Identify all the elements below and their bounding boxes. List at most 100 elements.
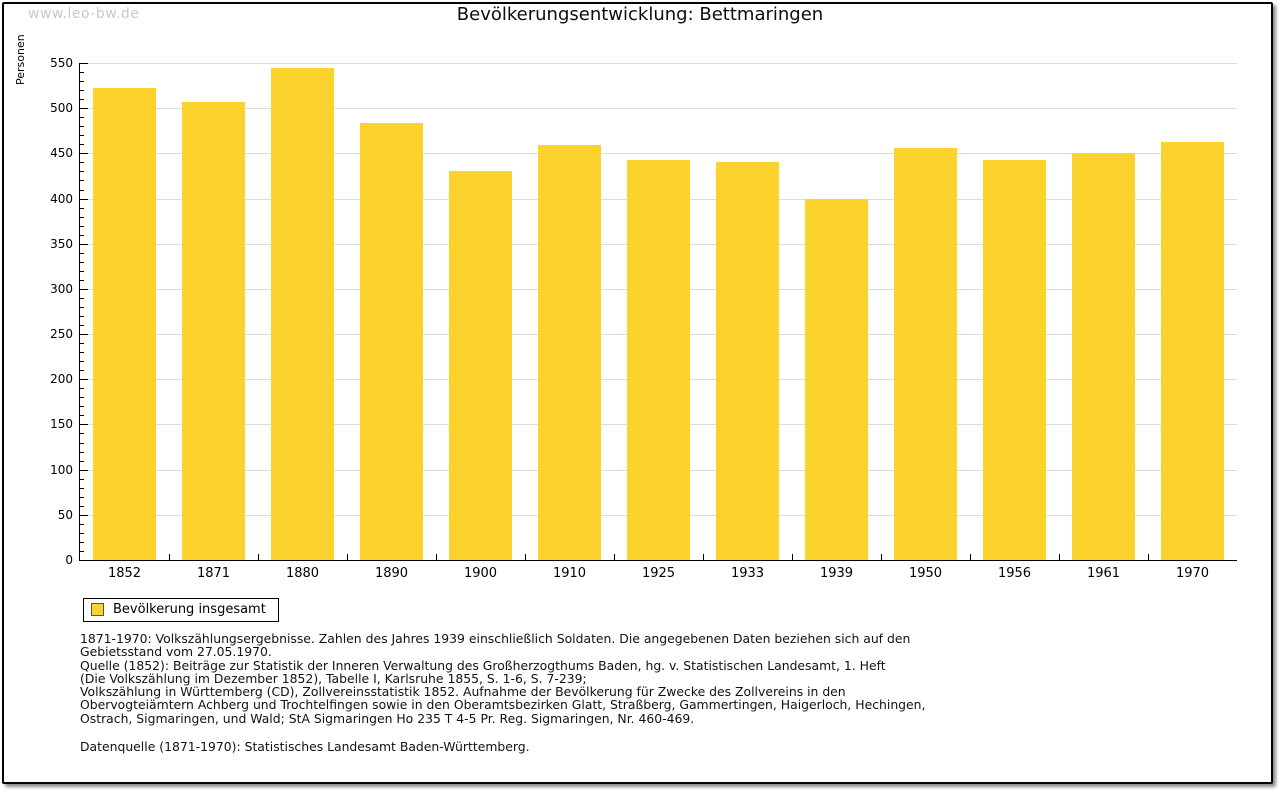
chart-title: Bevölkerungsentwicklung: Bettmaringen: [456, 4, 824, 25]
legend: Bevölkerung insgesamt: [83, 598, 279, 622]
x-tick-label: 1910: [552, 566, 587, 581]
y-minor-tick: [80, 270, 84, 272]
x-tick-label: 1939: [819, 566, 854, 581]
y-minor-tick: [80, 505, 84, 507]
y-minor-tick: [80, 72, 84, 74]
y-minor-tick: [80, 234, 84, 236]
x-tick-label: 1956: [997, 566, 1032, 581]
bar: [360, 122, 423, 560]
y-minor-tick: [80, 207, 84, 209]
x-tick-label: 1950: [908, 566, 943, 581]
y-tick-label: 250: [50, 327, 73, 342]
bar: [983, 159, 1046, 560]
y-minor-tick: [80, 532, 84, 534]
x-boundary-tick: [614, 554, 615, 560]
x-tick-label: 1900: [463, 566, 498, 581]
y-major-tick: [80, 560, 88, 561]
x-tick-label: 1890: [374, 566, 409, 581]
x-tick-label: 1880: [285, 566, 320, 581]
y-minor-tick: [80, 306, 84, 308]
x-boundary-tick: [258, 554, 259, 560]
x-boundary-tick: [1059, 554, 1060, 560]
x-boundary-tick: [169, 554, 170, 560]
bar: [271, 67, 334, 560]
y-major-tick: [80, 514, 88, 516]
bar: [716, 161, 779, 560]
y-minor-tick: [80, 460, 84, 462]
x-boundary-tick: [703, 554, 704, 560]
y-minor-tick: [80, 550, 84, 552]
y-minor-tick: [80, 487, 84, 489]
y-major-tick: [80, 63, 88, 64]
y-minor-tick: [80, 216, 84, 218]
y-minor-tick: [80, 478, 84, 480]
y-minor-tick: [80, 541, 84, 543]
y-tick-label: 450: [50, 146, 73, 161]
y-major-tick: [80, 424, 88, 426]
y-minor-tick: [80, 406, 84, 408]
footer-notes: 1871-1970: Volkszählungsergebnisse. Zahl…: [80, 631, 926, 726]
y-minor-tick: [80, 496, 84, 498]
y-gridline: [80, 153, 1237, 155]
bar: [894, 147, 957, 560]
y-minor-tick: [80, 343, 84, 345]
y-minor-tick: [80, 90, 84, 92]
y-tick-label: 0: [65, 553, 73, 567]
y-tick-label: 150: [50, 417, 73, 432]
y-tick-label: 550: [50, 56, 73, 70]
y-gridline: [80, 108, 1237, 110]
y-minor-tick: [80, 261, 84, 263]
x-tick-label: 1961: [1086, 566, 1121, 581]
x-boundary-tick: [436, 554, 437, 560]
x-tick-label: 1970: [1175, 566, 1210, 581]
bar: [449, 171, 512, 560]
x-boundary-tick: [1148, 554, 1149, 560]
y-minor-tick: [80, 144, 84, 146]
y-tick-label: 200: [50, 372, 73, 387]
y-minor-tick: [80, 81, 84, 83]
y-gridline: [80, 63, 1237, 64]
y-minor-tick: [80, 162, 84, 164]
y-tick-label: 100: [50, 462, 73, 477]
y-major-tick: [80, 243, 88, 245]
y-minor-tick: [80, 135, 84, 137]
y-tick-label: 500: [50, 101, 73, 116]
y-minor-tick: [80, 451, 84, 453]
bar: [538, 145, 601, 560]
y-minor-tick: [80, 189, 84, 191]
y-tick-label: 50: [57, 507, 73, 522]
x-boundary-tick: [792, 554, 793, 560]
y-major-tick: [80, 153, 88, 155]
bar: [182, 101, 245, 560]
x-boundary-tick: [525, 554, 526, 560]
y-minor-tick: [80, 99, 84, 101]
y-major-tick: [80, 198, 88, 200]
y-tick-label: 350: [50, 236, 73, 251]
y-minor-tick: [80, 279, 84, 281]
y-tick-label: 300: [50, 281, 73, 296]
y-minor-tick: [80, 523, 84, 525]
y-minor-tick: [80, 171, 84, 173]
y-minor-tick: [80, 352, 84, 354]
legend-swatch-icon: [91, 603, 104, 616]
x-tick-label: 1852: [107, 566, 142, 581]
y-minor-tick: [80, 297, 84, 299]
legend-label: Bevölkerung insgesamt: [113, 602, 266, 617]
y-major-tick: [80, 334, 88, 336]
bar: [1161, 141, 1224, 560]
footer-datasource: Datenquelle (1871-1970): Statistisches L…: [80, 739, 530, 754]
y-minor-tick: [80, 252, 84, 254]
y-minor-tick: [80, 388, 84, 390]
y-minor-tick: [80, 442, 84, 444]
bar: [627, 159, 690, 560]
x-tick-label: 1925: [641, 566, 676, 581]
y-major-tick: [80, 288, 88, 290]
x-boundary-tick: [970, 554, 971, 560]
y-minor-tick: [80, 415, 84, 417]
y-minor-tick: [80, 325, 84, 327]
x-tick-label: 1933: [730, 566, 765, 581]
y-major-tick: [80, 469, 88, 471]
y-minor-tick: [80, 117, 84, 119]
bar: [1072, 153, 1135, 560]
y-minor-tick: [80, 180, 84, 182]
